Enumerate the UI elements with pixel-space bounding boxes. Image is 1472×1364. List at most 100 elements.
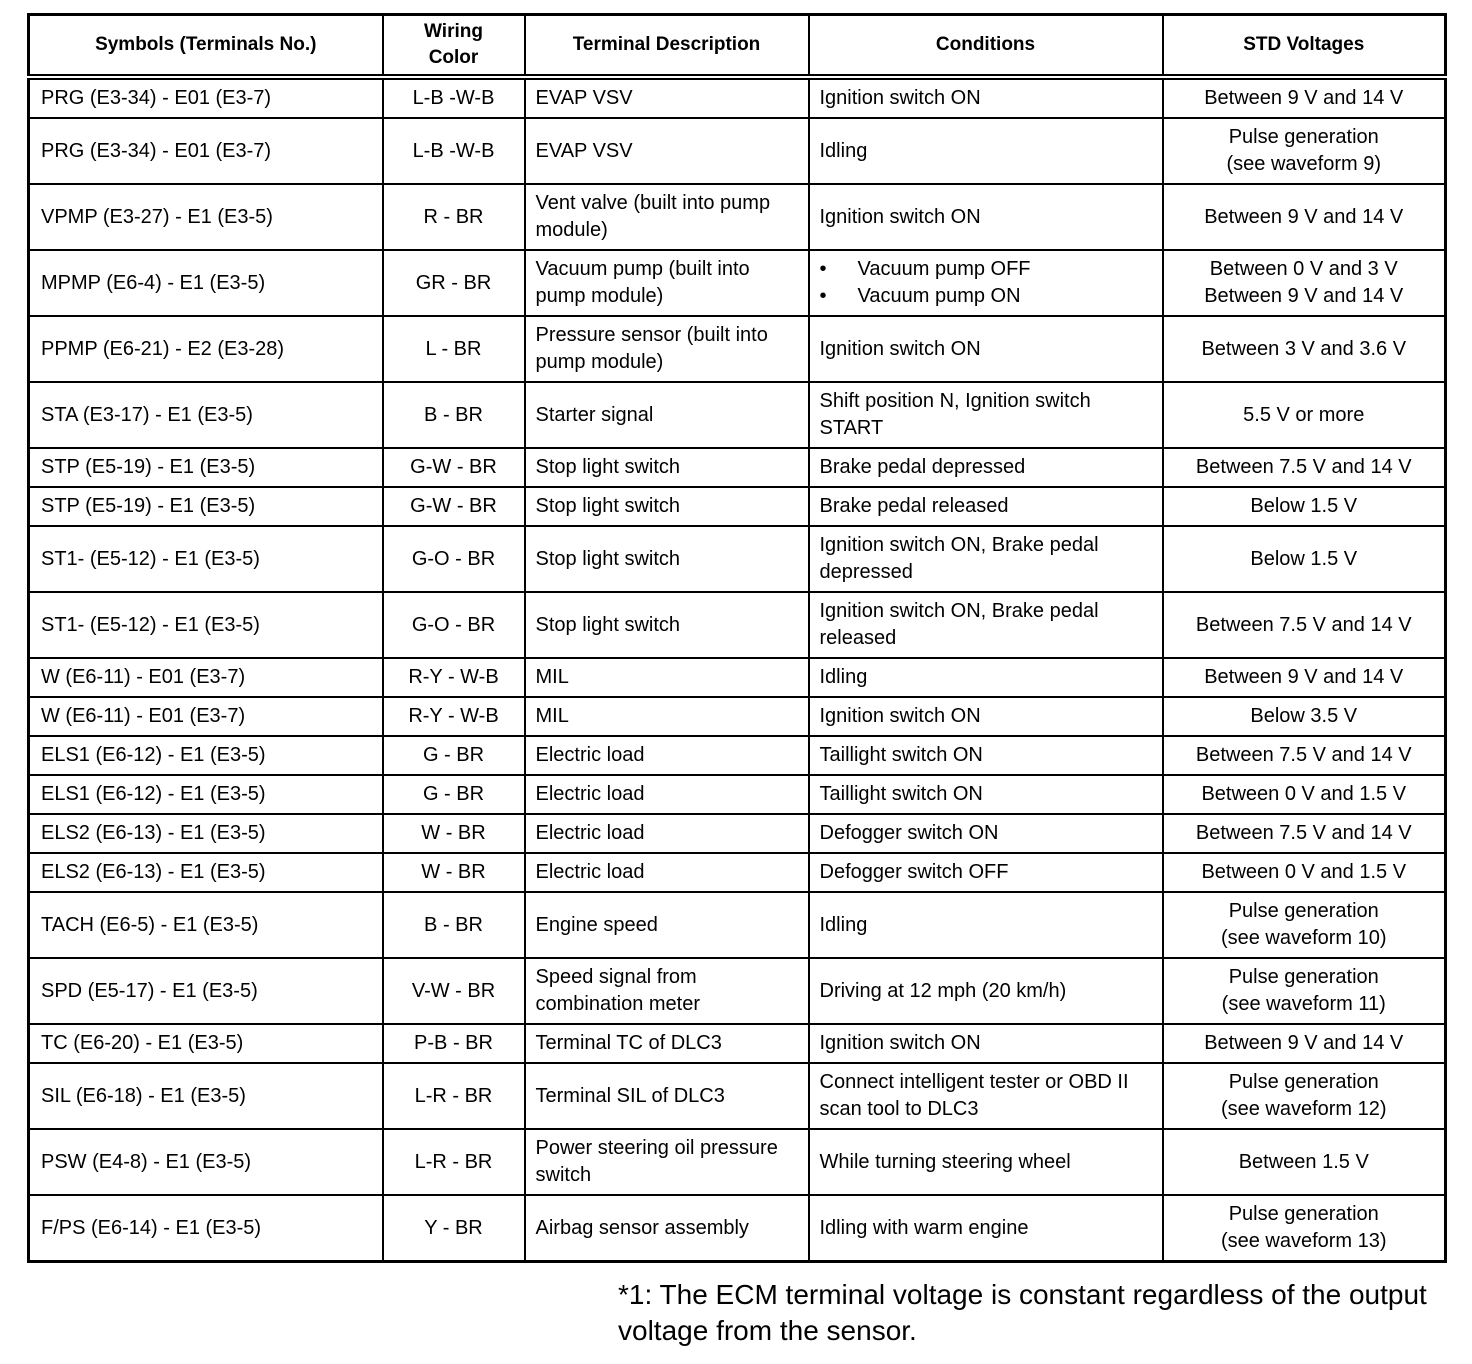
std-voltage-cell: Below 1.5 V [1161, 525, 1447, 593]
terminal-voltage-table: Symbols (Terminals No.) Wiring Color Ter… [27, 13, 1447, 1263]
std-voltage-cell: Between 0 V and 1.5 V [1161, 774, 1447, 815]
table-row: TACH (E6-5) - E1 (E3-5) B - BR Engine spee… [27, 891, 1447, 959]
condition-text: Ignition switch ON [819, 1032, 981, 1054]
voltage-line: Between 9 V and 14 V [1204, 205, 1404, 228]
voltage-line: Between 7.5 V and 14 V [1195, 822, 1412, 844]
symbol-cell: F/PS (E6-14) - E1 (E3-5) [27, 1194, 384, 1263]
wiring-color-cell: L-B -W-B [381, 76, 526, 119]
description-cell: Speed signal from combination meter [523, 957, 810, 1025]
condition-text: Ignition switch ON [819, 205, 981, 228]
wiring-color-cell: R - BR [381, 183, 526, 251]
table-row: W (E6-11) - E01 (E3-7) R-Y - W-B MIL Igniti… [27, 696, 1447, 737]
voltage-line: (see waveform 11) [1221, 993, 1386, 1015]
condition-text: Brake pedal depressed [819, 456, 1026, 478]
voltage-line: Between 9 V and 14 V [1204, 666, 1404, 688]
table-row: SIL (E6-18) - E1 (E3-5) L-R - BR Terminal … [27, 1062, 1447, 1130]
conditions-cell: Ignition switch ON [807, 183, 1164, 251]
table-row: PRG (E3-34) - E01 (E3-7) L-B -W-B EVAP VSV… [27, 117, 1447, 185]
condition-text: Idling [819, 666, 868, 688]
description-cell: Stop light switch [523, 525, 810, 593]
description-cell: Pressure sensor (built into pump module) [523, 315, 810, 383]
conditions-cell: • Vacuum pump OFF • Vacuum pump ON [807, 249, 1164, 317]
symbol-cell: PPMP (E6-21) - E2 (E3-28) [27, 315, 384, 383]
symbol-cell: PRG (E3-34) - E01 (E3-7) [27, 76, 384, 119]
wiring-color-cell: Y - BR [381, 1194, 526, 1263]
condition-bullet-item: • Vacuum pump OFF [820, 256, 1152, 283]
symbol-cell: VPMP (E3-27) - E1 (E3-5) [27, 183, 384, 251]
conditions-cell: Idling [807, 657, 1164, 698]
condition-text: Connect intelligent tester or OBD II sca… [819, 1071, 1129, 1120]
description-cell: MIL [523, 696, 810, 737]
wiring-color-cell: W - BR [381, 813, 526, 854]
description-cell: EVAP VSV [523, 117, 810, 185]
conditions-cell: Idling [807, 891, 1164, 959]
bullet-icon: • [819, 285, 827, 307]
description-cell: Electric load [523, 774, 810, 815]
table-row: W (E6-11) - E01 (E3-7) R-Y - W-B MIL Idling… [27, 657, 1447, 698]
table-row: STP (E5-19) - E1 (E3-5) G-W - BR Stop ligh… [27, 447, 1447, 488]
std-voltage-cell: Between 0 V and 3 V Between 9 V and 14 V [1161, 249, 1447, 317]
std-voltage-cell: Between 9 V and 14 V [1161, 1023, 1447, 1064]
wiring-color-cell: B - BR [381, 891, 526, 959]
header-wiring-color: Wiring Color [381, 13, 526, 80]
description-cell: Electric load [523, 735, 810, 776]
condition-text: Idling [819, 139, 868, 162]
description-cell: MIL [523, 657, 810, 698]
description-cell: Terminal SIL of DLC3 [523, 1062, 810, 1130]
condition-text: Defogger switch ON [819, 822, 999, 844]
std-voltage-cell: Between 3 V and 3.6 V [1161, 315, 1447, 383]
std-voltage-cell: 5.5 V or more [1161, 381, 1447, 449]
conditions-cell: Connect intelligent tester or OBD II sca… [807, 1062, 1164, 1130]
symbol-cell: ELS2 (E6-13) - E1 (E3-5) [27, 813, 384, 854]
description-cell: Stop light switch [523, 486, 810, 527]
voltage-line: 5.5 V or more [1243, 403, 1365, 426]
condition-text: Ignition switch ON, Brake pedal depresse… [819, 534, 1099, 583]
voltage-line: Pulse generation [1228, 900, 1379, 922]
condition-text: Brake pedal released [819, 495, 1009, 517]
condition-text: While turning steering wheel [819, 1150, 1071, 1173]
voltage-line: Pulse generation [1228, 1071, 1379, 1093]
table-row: VPMP (E3-27) - E1 (E3-5) R - BR Vent valve… [27, 183, 1447, 251]
footnote: *1: The ECM terminal voltage is constant… [618, 1279, 1427, 1346]
conditions-cell: Brake pedal released [807, 486, 1164, 527]
symbol-cell: STP (E5-19) - E1 (E3-5) [27, 447, 384, 488]
table-row: ELS1 (E6-12) - E1 (E3-5) G - BR Electric l… [27, 774, 1447, 815]
wiring-color-cell: G - BR [381, 735, 526, 776]
symbol-cell: ELS1 (E6-12) - E1 (E3-5) [27, 774, 384, 815]
symbol-cell: TC (E6-20) - E1 (E3-5) [27, 1023, 384, 1064]
std-voltage-cell: Pulse generation (see waveform 10) [1161, 891, 1447, 959]
std-voltage-cell: Between 7.5 V and 14 V [1161, 447, 1447, 488]
voltage-line: Between 3 V and 3.6 V [1201, 337, 1407, 360]
table-row: PRG (E3-34) - E01 (E3-7) L-B -W-B EVAP VSV… [27, 76, 1447, 119]
description-cell: Terminal TC of DLC3 [523, 1023, 810, 1064]
description-cell: Electric load [523, 813, 810, 854]
conditions-cell: Defogger switch ON [807, 813, 1164, 854]
conditions-cell: Brake pedal depressed [807, 447, 1164, 488]
description-cell: EVAP VSV [523, 76, 810, 119]
symbol-cell: PRG (E3-34) - E01 (E3-7) [27, 117, 384, 185]
wiring-color-cell: V-W - BR [381, 957, 526, 1025]
symbol-cell: SPD (E5-17) - E1 (E3-5) [27, 957, 384, 1025]
table-row: PPMP (E6-21) - E2 (E3-28) L - BR Pressure … [27, 315, 1447, 383]
header-symbols: Symbols (Terminals No.) [27, 13, 384, 80]
condition-text: Ignition switch ON [819, 337, 981, 360]
header-terminal-description: Terminal Description [523, 13, 810, 80]
condition-text: Taillight switch ON [819, 783, 983, 805]
description-cell: Airbag sensor assembly [523, 1194, 810, 1263]
table-row: STP (E5-19) - E1 (E3-5) G-W - BR Stop ligh… [27, 486, 1447, 527]
conditions-cell: Shift position N, Ignition switch START [807, 381, 1164, 449]
symbol-cell: W (E6-11) - E01 (E3-7) [27, 657, 384, 698]
symbol-cell: ST1- (E5-12) - E1 (E3-5) [27, 591, 384, 659]
conditions-cell: Ignition switch ON, Brake pedal depresse… [807, 525, 1164, 593]
condition-text: Shift position N, Ignition switch START [819, 390, 1091, 439]
voltage-line: Between 9 V and 14 V [1204, 87, 1404, 109]
voltage-line: (see waveform 10) [1220, 927, 1387, 949]
condition-text: Vacuum pump ON [857, 285, 1021, 307]
wiring-color-cell: B - BR [381, 381, 526, 449]
condition-bullet-item: • Vacuum pump ON [820, 283, 1152, 310]
header-std-voltages: STD Voltages [1161, 13, 1447, 80]
std-voltage-cell: Pulse generation (see waveform 13) [1161, 1194, 1447, 1263]
description-cell: Power steering oil pressure switch [523, 1128, 810, 1196]
wiring-color-cell: L-R - BR [381, 1128, 526, 1196]
condition-text: Taillight switch ON [819, 744, 983, 766]
